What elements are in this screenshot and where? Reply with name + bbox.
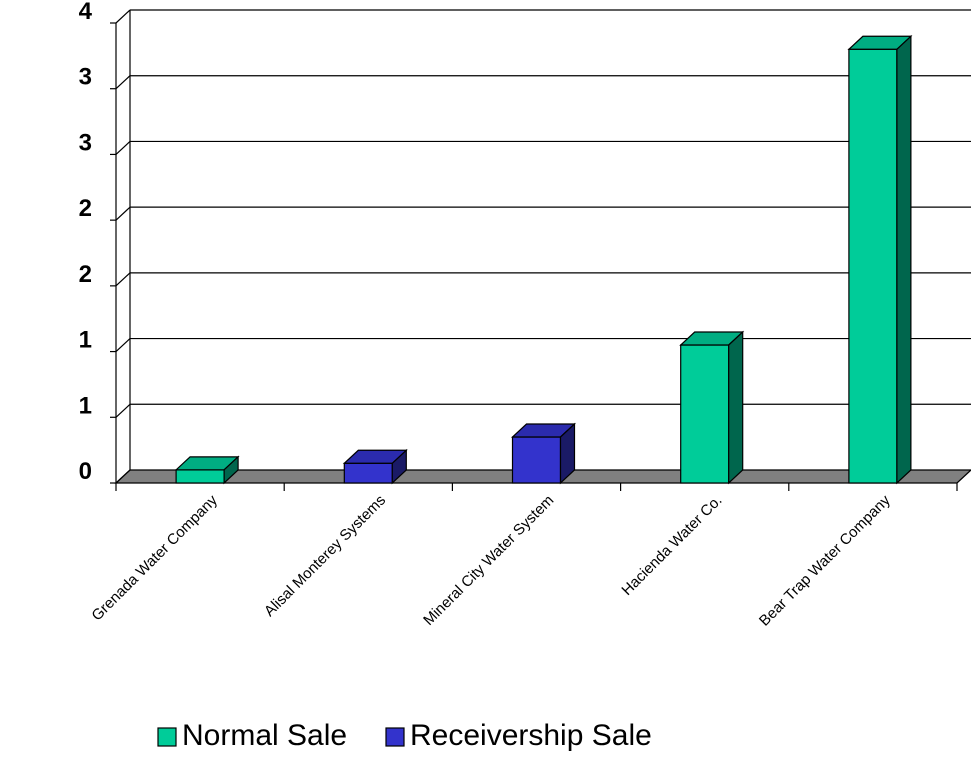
bar-normal-sale <box>848 48 898 484</box>
y-tick-diagonal <box>115 75 131 90</box>
y-tick-label: 2 <box>79 195 92 222</box>
bar-side-face <box>391 448 407 485</box>
x-tick-label: Alisal Monterey Systems <box>261 492 389 620</box>
y-tick-diagonal <box>115 9 131 24</box>
y-tick-diagonal <box>115 469 131 484</box>
bar-receivership-sale <box>343 462 393 484</box>
bar-normal-sale <box>175 469 225 484</box>
y-tick-diagonal <box>115 403 131 418</box>
y-tick-diagonal <box>115 338 131 353</box>
y-tick-diagonal <box>115 140 131 155</box>
bar-side-face <box>559 422 576 485</box>
y-tick-label: 1 <box>79 327 92 354</box>
x-tick-label: Mineral City Water System <box>420 492 557 629</box>
bar-normal-sale <box>680 344 730 484</box>
y-tick-diagonal <box>115 272 131 287</box>
bar-side-face <box>728 330 744 485</box>
legend-swatch-receivership-sale <box>385 727 405 747</box>
legend-label-normal-sale: Normal Sale <box>182 719 347 752</box>
x-tick-label: Bear Trap Water Company <box>756 491 894 629</box>
y-tick-label: 4 <box>79 0 93 25</box>
x-tick-label: Grenada Water Company <box>88 491 221 624</box>
legend-label-receivership-sale: Receivership Sale <box>410 719 652 752</box>
x-tick-label: Hacienda Water Co. <box>618 492 725 599</box>
y-tick-label: 0 <box>79 458 92 485</box>
y-tick-label: 2 <box>79 261 92 288</box>
y-tick-label: 3 <box>79 129 92 156</box>
bar-side-face <box>896 34 912 485</box>
bar-side-face <box>223 455 239 485</box>
bar-receivership-sale <box>511 436 562 484</box>
y-tick-label: 1 <box>79 392 92 419</box>
legend-swatch-normal-sale <box>157 727 177 747</box>
y-tick-label: 3 <box>79 64 92 91</box>
y-tick-diagonal <box>115 206 131 221</box>
